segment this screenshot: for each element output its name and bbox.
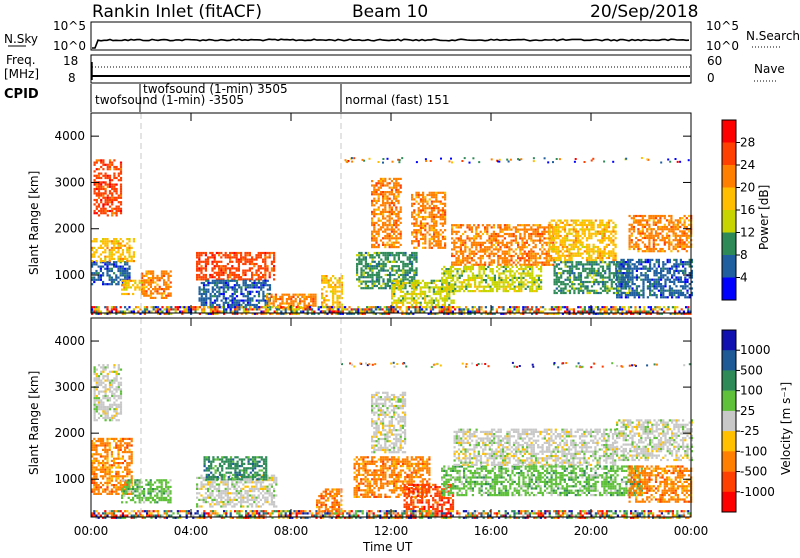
nsearch-tick-top: 10^5 [706,19,739,33]
station-title: Rankin Inlet (fitACF) [92,2,262,22]
cpid-segment-2: twofsound (1-min) 3505 [143,82,288,96]
freq-tick-bottom: 8 [68,71,76,85]
power-colorbar-label: Power [dB] [757,185,771,250]
cpid-label: CPID [4,87,39,102]
y-tick-label: 2000 [54,426,85,440]
colorbar-tick-label: 8 [740,248,748,262]
nsky-label: N.Sky [4,32,38,46]
nsky-tick-bottom: 10^0 [53,39,86,53]
nave-label: Nave [754,62,785,76]
y-tick-label: 2000 [54,222,85,236]
colorbar-tick-label: -100 [740,444,767,458]
power-ylabel: Slant Range [km] [27,171,41,275]
nave-tick-top: 60 [707,54,722,68]
nsearch-tick-bottom: 10^0 [706,39,739,53]
colorbar-tick-label: 28 [740,136,755,150]
freq-tick-top: 18 [63,54,78,68]
echo-region [354,456,431,498]
y-tick-label: 1000 [54,472,85,486]
echo-region [529,465,643,496]
colorbar-tick-label: 25 [740,404,755,418]
y-tick-label: 4000 [54,334,85,348]
x-tick-label: 04:00 [174,524,209,538]
colorbar-tick-label: 1000 [740,343,771,357]
x-tick-label: 20:00 [574,524,609,538]
velocity-ylabel: Slant Range [km] [27,371,41,475]
colorbar-tick-label: 4 [740,271,748,285]
colorbar-tick-label: -25 [740,424,760,438]
x-axis-label: Time UT [362,540,413,554]
colorbar-tick-label: 24 [740,158,755,172]
freq-unit: [MHz] [4,67,39,81]
colorbar-tick-label: -1000 [740,485,775,499]
x-tick-label: 00:00 [674,524,709,538]
colorbar-tick-label: 16 [740,203,755,217]
colorbar-tick-label: -500 [740,465,767,479]
x-tick-label: 16:00 [474,524,509,538]
freq-label: Freq. [6,53,36,67]
y-tick-label: 3000 [54,175,85,189]
velocity-colorbar-label: Velocity [m s⁻¹] [779,382,793,475]
nsearch-label: N.Search [746,29,800,43]
colorbar-tick-label: 500 [740,363,763,377]
x-tick-label: 12:00 [374,524,409,538]
x-tick-label: 00:00 [74,524,109,538]
colorbar-tick-label: 12 [740,226,755,240]
y-tick-label: 4000 [54,129,85,143]
nave-tick-bottom: 0 [707,71,715,85]
cpid-segment-3: normal (fast) 151 [345,93,449,107]
nsky-tick-top: 10^5 [53,19,86,33]
y-tick-label: 3000 [54,380,85,394]
beam-title: Beam 10 [352,2,428,22]
x-tick-label: 08:00 [274,524,309,538]
colorbar-tick-label: 100 [740,384,763,398]
date-title: 20/Sep/2018 [590,2,698,22]
colorbar-tick-label: 20 [740,181,755,195]
y-tick-label: 1000 [54,268,85,282]
